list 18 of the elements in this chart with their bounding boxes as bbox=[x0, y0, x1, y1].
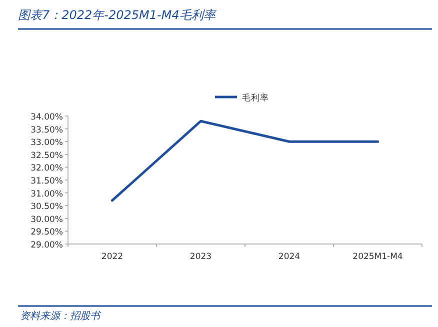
x-tick-label: 2024 bbox=[278, 252, 300, 262]
legend-label: 毛利率 bbox=[242, 92, 269, 104]
y-tick-label: 31.00% bbox=[30, 189, 63, 200]
y-tick-label: 33.00% bbox=[30, 138, 63, 148]
y-tick-label: 32.50% bbox=[30, 150, 63, 161]
chart-title: 图表7：2022年-2025M1-M4毛利率 bbox=[18, 8, 218, 22]
x-tick-label: 2025M1-M4 bbox=[352, 252, 403, 262]
y-tick-label: 29.50% bbox=[30, 228, 63, 238]
x-tick-label: 2023 bbox=[190, 252, 212, 262]
y-tick-label: 30.00% bbox=[30, 214, 63, 225]
y-tick-label: 29.00% bbox=[30, 240, 63, 250]
x-tick-label: 2022 bbox=[101, 252, 124, 262]
y-tick-label: 32.00% bbox=[30, 164, 63, 174]
y-tick-label: 31.50% bbox=[30, 176, 63, 186]
text: 资料来源：招股书 bbox=[20, 310, 101, 322]
y-tick-label: 33.50% bbox=[30, 125, 63, 136]
y-tick-label: 30.50% bbox=[30, 202, 63, 212]
y-tick-label: 34.00% bbox=[30, 112, 63, 122]
